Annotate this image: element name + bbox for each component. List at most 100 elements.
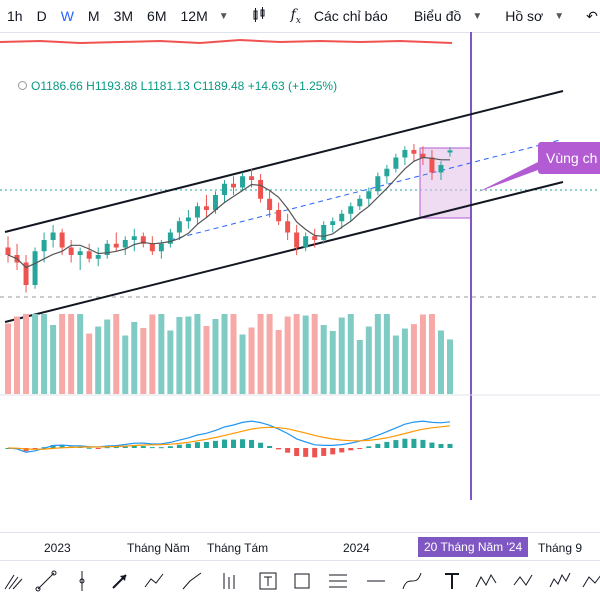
text-t-tool-icon[interactable]	[440, 569, 464, 593]
volume-bar	[140, 328, 147, 394]
timeframe-w[interactable]: W	[60, 8, 74, 24]
macd-histogram-bar	[339, 448, 345, 453]
text-tool-icon[interactable]	[256, 569, 280, 593]
abcd-pattern-tool-icon[interactable]	[512, 569, 536, 593]
macd-histogram-bar	[357, 448, 363, 449]
time-axis-label: Tháng Năm	[127, 541, 190, 555]
chevron-down-icon[interactable]: ▼	[218, 10, 229, 22]
macd-histogram-bar	[330, 448, 336, 455]
volume-bar	[41, 314, 48, 394]
volume-bar	[447, 339, 453, 394]
horizontal-line-tool-icon[interactable]	[364, 569, 388, 593]
macd-histogram-bar	[321, 448, 327, 456]
candle-body	[185, 217, 191, 222]
trend-line-tool-icon[interactable]	[34, 569, 58, 593]
price-chart[interactable]	[0, 32, 600, 532]
macd-histogram-bar	[240, 439, 246, 448]
top-toolbar: 1h D W M 3M 6M 12M ▼ fx Các chỉ báo Biểu…	[0, 0, 600, 33]
wave-pattern-tool-icon[interactable]	[474, 569, 498, 593]
vertical-line-tool-icon[interactable]	[70, 569, 94, 593]
time-axis-label: Tháng Tám	[207, 541, 269, 555]
volume-bar	[347, 314, 354, 394]
macd-histogram-bar	[249, 439, 255, 448]
macd-histogram-bar	[23, 448, 29, 452]
timeframe-6m[interactable]: 6M	[147, 8, 167, 24]
time-axis-label: 2024	[343, 541, 370, 555]
time-axis-label: 2023	[44, 541, 71, 555]
timeframe-m[interactable]: M	[87, 8, 100, 24]
candle-body	[375, 176, 381, 192]
fib-retracement-tool-icon[interactable]	[326, 569, 350, 593]
timeframe-3m[interactable]: 3M	[113, 8, 134, 24]
macd-histogram-bar	[420, 439, 426, 448]
macd-histogram-bar	[429, 442, 435, 448]
candle-body	[231, 183, 237, 188]
candle-body	[68, 247, 74, 255]
more-tools-icon[interactable]	[580, 569, 600, 593]
volume-bar	[212, 319, 219, 394]
channel-lower-line[interactable]	[4, 181, 564, 323]
candle-body	[86, 251, 92, 259]
macd-histogram-bar	[312, 448, 318, 458]
volume-bar	[365, 326, 372, 394]
macd-histogram-bar	[221, 439, 227, 448]
volume-bar	[311, 314, 318, 394]
macd-histogram-bar	[131, 445, 137, 448]
volume-bar	[392, 335, 399, 394]
volume-bar	[131, 322, 138, 394]
macd-histogram-bar	[140, 446, 146, 448]
volume-bar	[428, 314, 435, 394]
channel-upper-line[interactable]	[4, 90, 564, 233]
volume-layer	[5, 314, 453, 394]
volume-bar	[356, 340, 363, 394]
macd-layer	[5, 438, 453, 458]
macd-histogram-bar	[348, 448, 354, 451]
volume-bar	[176, 317, 183, 394]
elliott-wave-tool-icon[interactable]	[548, 569, 572, 593]
macd-histogram-bar	[212, 440, 218, 448]
profile-button[interactable]: Hồ sơ	[505, 8, 544, 24]
moving-average-line	[7, 156, 450, 269]
timeframe-1h[interactable]: 1h	[7, 8, 23, 24]
ohlc-high: H1193.88	[86, 79, 138, 93]
arrow-tool-icon[interactable]	[108, 569, 132, 593]
candle-body	[140, 236, 146, 244]
volume-bar	[86, 333, 93, 394]
macd-histogram-bar	[285, 448, 291, 453]
time-axis[interactable]: 2023 Tháng Năm Tháng Tám 2024 20 Tháng N…	[0, 532, 600, 559]
candle-body	[384, 168, 390, 177]
volume-bar	[410, 324, 417, 394]
macd-histogram-bar	[447, 443, 453, 448]
macd-histogram-bar	[95, 448, 101, 449]
timeframe-12m[interactable]: 12M	[180, 8, 208, 24]
timeframe-d[interactable]: D	[36, 8, 47, 24]
zone-callout-label[interactable]: Vùng ch	[538, 142, 600, 174]
undo-icon[interactable]: ↶	[586, 7, 598, 24]
macd-histogram-bar	[276, 448, 282, 450]
macd-histogram-bar	[185, 443, 191, 448]
chart-type-button[interactable]: Biểu đồ	[413, 8, 462, 24]
chevron-down-icon[interactable]: ▼	[554, 10, 565, 22]
volume-bar	[266, 314, 273, 394]
candle-body	[312, 236, 318, 240]
candles-icon[interactable]	[245, 6, 273, 26]
indicators-icon[interactable]: fx	[290, 6, 301, 26]
chevron-down-icon[interactable]: ▼	[472, 10, 483, 22]
candle-body	[212, 195, 218, 210]
top-strip-line	[0, 38, 453, 45]
volume-bar	[122, 335, 129, 394]
volume-bar	[320, 325, 327, 394]
polyline-tool-icon[interactable]	[142, 569, 166, 593]
candle-body	[321, 225, 327, 240]
bars-pattern-tool-icon[interactable]	[218, 569, 242, 593]
candle-body	[59, 232, 65, 248]
rectangle-tool-icon[interactable]	[290, 569, 314, 593]
candle-body	[131, 236, 137, 240]
curve-tool-icon[interactable]	[400, 569, 424, 593]
visibility-icon[interactable]	[18, 81, 27, 90]
candle-body	[5, 247, 11, 255]
candle-body	[23, 262, 29, 285]
pitchfork-tool-icon[interactable]	[2, 569, 26, 593]
path-tool-icon[interactable]	[180, 569, 204, 593]
indicators-button[interactable]: Các chỉ báo	[313, 8, 388, 24]
